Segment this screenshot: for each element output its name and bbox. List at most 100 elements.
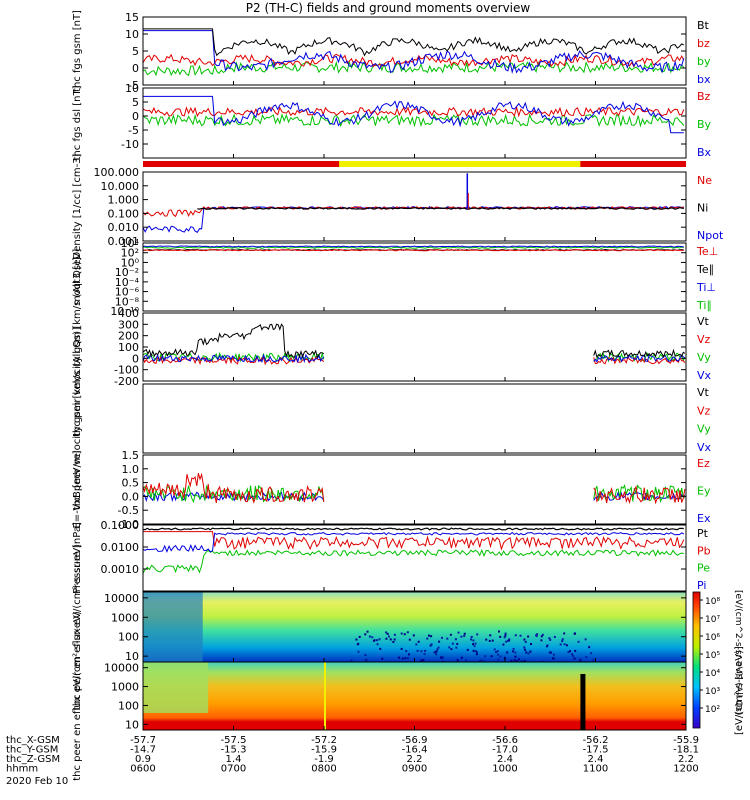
legend-Ey: Ey <box>697 485 711 498</box>
peir-noise-pixel <box>438 640 441 643</box>
peir-noise-pixel <box>400 632 403 635</box>
peir-noise-pixel <box>422 659 425 662</box>
peir-noise-pixel <box>499 655 502 658</box>
peir-noise-pixel <box>527 652 530 655</box>
peir-noise-pixel <box>404 657 407 660</box>
peir-noise-pixel <box>376 639 379 642</box>
legend-Ti∥: Ti∥ <box>696 299 712 312</box>
y-axis-label: thc peir velocity gsm [km/s (All Qs)] <box>72 257 83 437</box>
peir-noise-pixel <box>579 659 582 662</box>
peir-noise-pixel <box>454 638 457 641</box>
legend-Pt: Pt <box>697 527 709 540</box>
peir-noise-pixel <box>463 632 466 635</box>
x-row-value: 2.4 <box>588 754 604 765</box>
legend-Te∥: Te∥ <box>696 263 714 276</box>
peir-noise-pixel <box>366 630 369 633</box>
y-tick-label: 0.010 <box>108 221 140 234</box>
x-row-value: 2.4 <box>497 754 513 765</box>
y-tick-label: -200 <box>114 375 139 388</box>
peir-noise-pixel <box>364 653 367 656</box>
legend-Vy: Vy <box>697 351 711 364</box>
peer-low-flux-region <box>143 662 209 713</box>
y-tick-label: 10000 <box>104 662 139 675</box>
peir-noise-pixel <box>475 653 478 656</box>
energy-flux-colorbar: [eV/(cm^2-s-sr-eV)] (All Qs) [eV/(cm²-s-… <box>692 590 745 735</box>
y-tick-label: 0.1000 <box>101 519 140 532</box>
y-tick-label: 0 <box>132 62 139 75</box>
peir-noise-pixel <box>440 656 443 659</box>
peir-noise-pixel <box>578 658 581 661</box>
panel-pressure: 0.1000 0.0100 0.0010 Pressure [nPa] Pt Pb Pe Pi <box>72 519 711 594</box>
peir-noise-pixel <box>472 639 475 642</box>
legend-bx: bx <box>697 73 711 86</box>
peir-noise-pixel <box>514 655 517 658</box>
y-axis-label: moqt3 [eV] <box>72 249 83 306</box>
panel-frame-peer-velocity <box>142 383 687 454</box>
x-row-value: -57.2 <box>311 735 337 746</box>
peir-noise-pixel <box>506 639 509 642</box>
peir-noise-pixel <box>465 659 468 662</box>
peir-noise-pixel <box>590 652 593 655</box>
x-row-value: -15.9 <box>311 745 337 756</box>
peir-noise-pixel <box>490 655 493 658</box>
peir-noise-pixel <box>423 653 426 656</box>
peir-noise-pixel <box>524 640 527 643</box>
y-tick-label: 10 <box>125 28 139 41</box>
colorbar-label: [eV/(cm²-s-sr-eV)] <box>734 646 745 735</box>
peir-noise-pixel <box>506 651 509 654</box>
peir-noise-pixel <box>358 635 361 638</box>
y-tick-label: 10 <box>125 82 139 95</box>
trace-Ez-0 <box>143 472 325 504</box>
peir-noise-pixel <box>420 659 423 662</box>
colorbar-tick-label: 10³ <box>705 687 720 697</box>
x-row-label: thc_Z-GSM <box>6 754 60 765</box>
y-tick-label: 1.0 <box>122 463 140 476</box>
peir-noise-pixel <box>463 634 466 637</box>
x-row-value: -1.9 <box>314 754 334 765</box>
trace-Vx-1 <box>593 354 686 363</box>
y-tick-label: -5 <box>128 124 139 137</box>
y-tick-label: 200 <box>118 330 139 343</box>
y-tick-label: 10⁻¹⁰ <box>110 305 139 318</box>
peir-noise-pixel <box>563 643 566 646</box>
y-tick-label: 1.000 <box>108 194 140 207</box>
peir-noise-pixel <box>372 639 375 642</box>
x-row-value: -17.0 <box>492 745 518 756</box>
legend-Pi: Pi <box>697 579 706 592</box>
legend-Vx: Vx <box>697 441 712 454</box>
trace-Te-perp <box>143 249 684 252</box>
y-tick-label: -1.0 <box>118 518 139 531</box>
peir-noise-pixel <box>442 656 445 659</box>
peir-noise-pixel <box>549 638 552 641</box>
peir-noise-pixel <box>470 638 473 641</box>
y-tick-label: 100 <box>118 631 139 644</box>
y-tick-label: 1000 <box>111 611 139 624</box>
peir-noise-pixel <box>549 651 552 654</box>
panel-plot-efield <box>143 472 686 505</box>
peir-noise-pixel <box>585 656 588 659</box>
region-bar-segment <box>339 161 581 167</box>
peir-noise-pixel <box>546 644 549 647</box>
x-row-value: -56.2 <box>583 735 609 746</box>
peir-noise-pixel <box>427 634 430 637</box>
peir-noise-pixel <box>567 651 570 654</box>
peir-noise-pixel <box>476 633 479 636</box>
peir-noise-pixel <box>553 635 556 638</box>
peir-noise-pixel <box>499 635 502 638</box>
x-axis-labels: thc_X-GSM -57.7 -57.5 -57.2 -56.9 -56.6 -56.2-… <box>6 735 699 775</box>
colorbar-tick-label: 10⁶ <box>705 633 720 643</box>
peir-noise-pixel <box>400 647 403 650</box>
y-tick-label: 0 <box>132 352 139 365</box>
legend-Vz: Vz <box>697 404 711 417</box>
peir-noise-pixel <box>493 648 496 651</box>
peir-noise-pixel <box>441 660 444 662</box>
y-axis-label: thc fgs dsl [nT] <box>72 85 83 160</box>
peir-noise-pixel <box>496 653 499 656</box>
peir-noise-pixel <box>561 638 564 641</box>
peir-noise-pixel <box>472 649 475 652</box>
y-tick-label: 400 <box>118 307 139 320</box>
x-row-value: -16.4 <box>402 745 428 756</box>
x-row-value: 1.4 <box>226 754 242 765</box>
peir-noise-pixel <box>416 649 419 652</box>
